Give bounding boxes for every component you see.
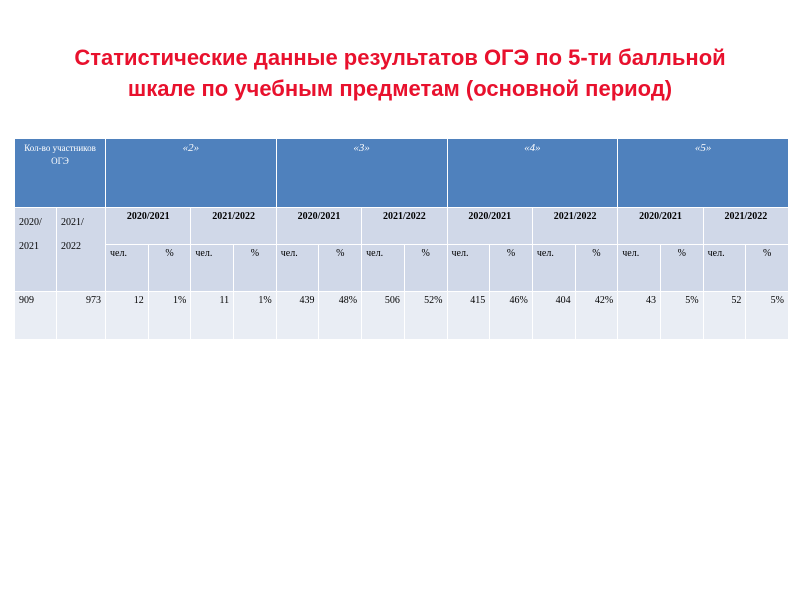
unit-header: % [147,244,192,292]
period-header: 2020/2021 [617,207,704,245]
unit-header: чел. [531,244,576,292]
data-cell: 973 [55,291,107,340]
data-cell: 11 [190,291,235,340]
slide-title: Статистические данные результатов ОГЭ по… [74,45,726,101]
unit-header: % [659,244,704,292]
data-cell: 12 [105,291,149,340]
period-row: 2020/ 2021 2021/ 2022 2020/2021 2021/2022 20… [14,207,790,292]
unit-header: % [489,244,533,292]
unit-row: чел.% чел.% чел.% чел.% чел.% чел.% чел.% чел.% [15,244,790,292]
unit-header: % [233,244,277,292]
grade-header: «5» [617,138,790,208]
unit-header: чел. [105,244,149,292]
data-cell: 1% [233,291,277,340]
data-row: 909 973 12 1% 11 1% 439 48% 506 52% 415 46% 404 42% 43… [14,291,790,340]
results-table: Кол-во участников ОГЭ «2» «3» «4» «5» 2020/ 2… [13,138,790,340]
period-header: 2021/2022 [361,207,448,245]
header-row: Кол-во участников ОГЭ «2» «3» «4» «5» [13,138,790,208]
data-cell: 48% [318,291,363,340]
participants-header: Кол-во участников ОГЭ [13,138,107,208]
period-header: 2021/2022 [531,207,619,245]
unit-header: % [403,244,448,292]
data-cell: 52 [702,291,747,340]
data-cell: 439 [275,291,320,340]
grade-header: «2» [105,138,277,208]
unit-header: чел. [190,244,235,292]
unit-header: % [574,244,619,292]
period-header: 2020/2021 [105,207,192,245]
data-cell: 46% [489,291,533,340]
data-cell: 42% [574,291,619,340]
unit-header: чел. [617,244,661,292]
data-cell: 52% [403,291,448,340]
participant-year: 2021/ 2022 [55,207,107,292]
participant-year: 2020/ 2021 [14,207,57,292]
unit-header: % [318,244,363,292]
grade-header: «4» [446,138,619,208]
data-cell: 415 [446,291,491,340]
unit-header: чел. [446,244,491,292]
data-cell: 1% [147,291,192,340]
grade-header: «3» [275,138,448,208]
unit-header: чел. [275,244,320,292]
period-header: 2020/2021 [275,207,363,245]
unit-header: чел. [361,244,405,292]
data-cell: 5% [745,291,790,340]
data-cell: 5% [659,291,704,340]
data-cell: 43 [617,291,661,340]
data-cell: 506 [361,291,405,340]
period-header: 2020/2021 [446,207,533,245]
data-cell: 909 [14,291,57,340]
unit-header: % [745,244,790,292]
period-header: 2021/2022 [702,207,790,245]
period-header: 2021/2022 [190,207,277,245]
unit-header: чел. [702,244,747,292]
data-cell: 404 [531,291,576,340]
